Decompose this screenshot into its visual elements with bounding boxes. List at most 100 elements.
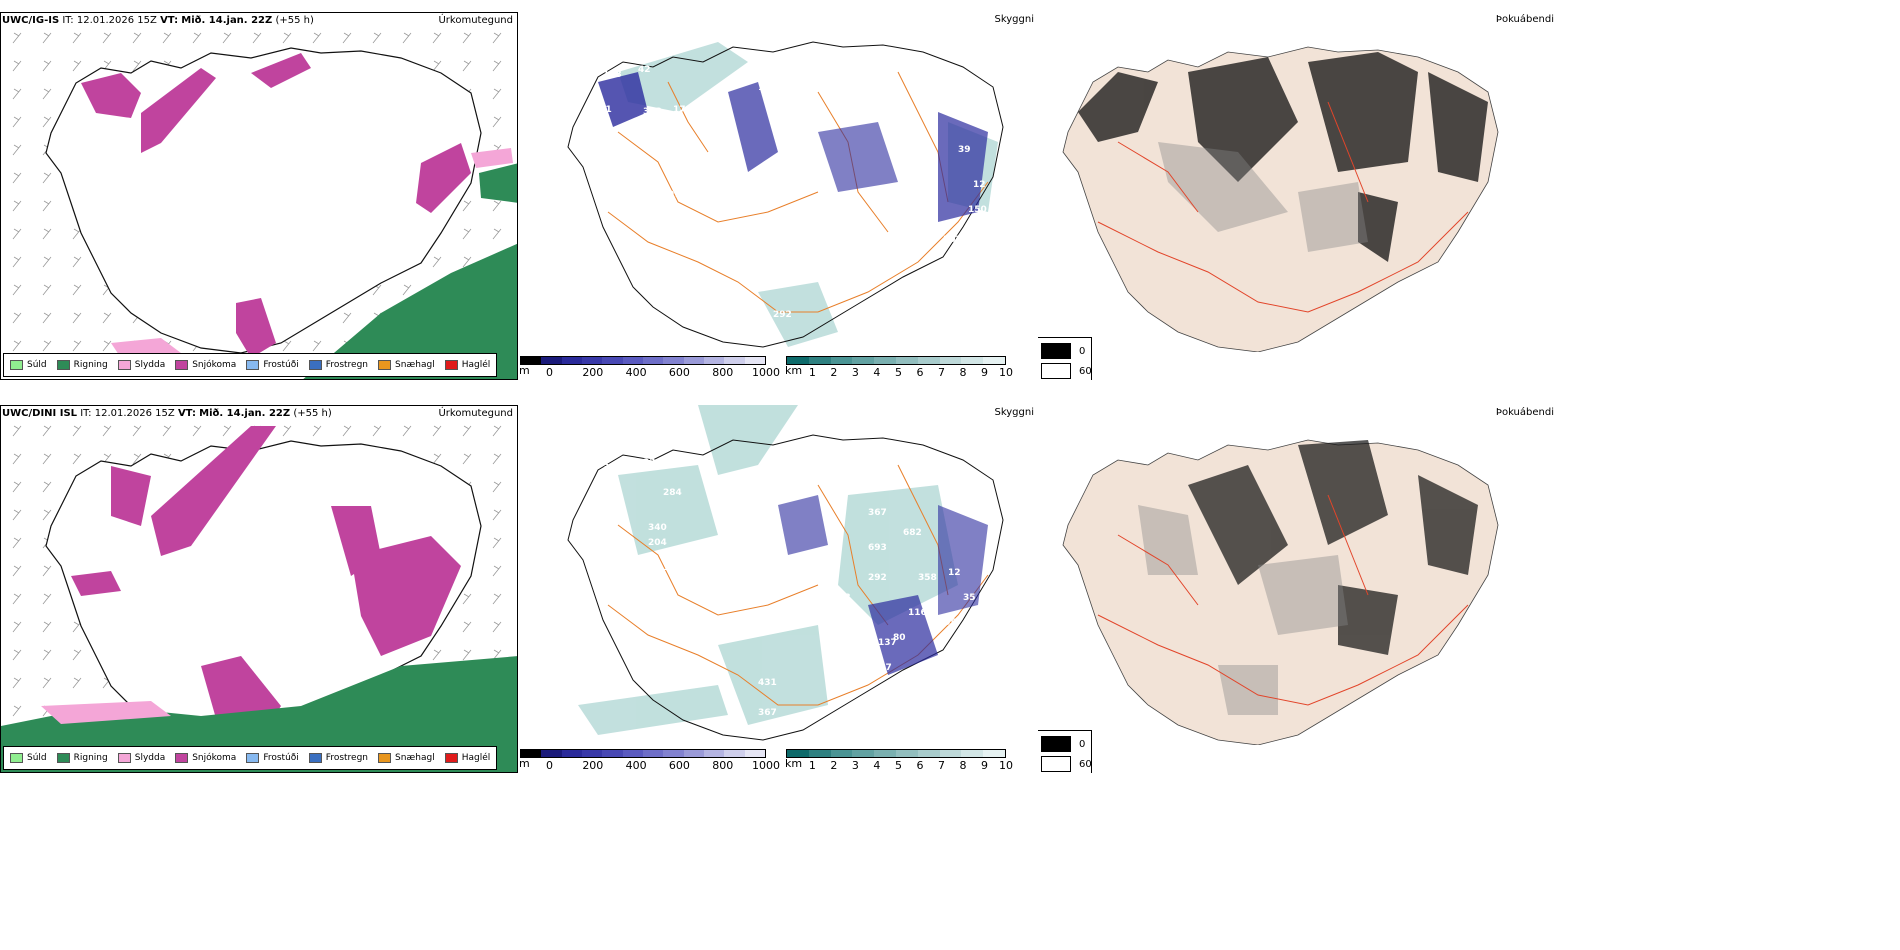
wind-barb [372,32,382,44]
wind-barb [12,116,22,128]
wind-barb [72,649,82,661]
colorbar-tick: 1000 [752,366,780,379]
legend-label: Frostúði [263,360,299,370]
wind-barb [402,425,412,437]
wind-barb [102,340,112,352]
legend-label: Súld [27,360,47,370]
visibility-map-row2: 319 23 284 358 340 204 15 79 10 367 693 682 292 358 12… [567,405,1004,741]
fog-legend-swatch [1041,363,1071,379]
legend-swatch [56,753,70,763]
legend-entry: Frostregn [308,753,368,763]
colorbar-tick: 8 [959,366,967,379]
colorbar-cell [961,357,984,364]
visibility-value-label: 193 [713,105,732,115]
wind-barb [42,88,52,100]
colorbar-cell [917,750,940,757]
panel-title: Úrkomutegund [438,15,513,26]
visibility-value-label: 80 [893,633,906,643]
wind-barb [492,509,502,521]
visibility-value-label: 682 [903,528,922,538]
visibility-haze [578,405,958,735]
wind-barb [72,312,82,324]
wind-barb [282,340,292,352]
iceland-coastline [567,434,1004,741]
road-network [607,71,989,313]
colorbar-cell [744,750,765,757]
colorbar-cell [939,750,962,757]
colorbar-tick: 2 [830,759,838,772]
wind-barb [492,116,502,128]
visibility-value-label: 12 [948,568,961,578]
rain-areas [1,656,517,772]
legend-label: Súld [27,753,47,763]
wind-barb [72,256,82,268]
wind-barb [492,60,502,72]
visibility-panel-row2: 319 23 284 358 340 204 15 79 10 367 693 682 292 358 12… [518,405,1038,773]
visibility-value-label: 358 [918,573,937,583]
visibility-value-label: 133 [628,165,647,175]
colorbar-cell [642,750,664,757]
fog-legend-swatch [1041,343,1071,359]
visibility-value-label: 18 [838,593,851,603]
wind-barb [12,677,22,689]
colorbar-tick: 4 [873,366,881,379]
fog-panel-row2: Þokuábendi 0 60 [1038,405,1558,773]
fog-legend-label: 60 [1079,758,1092,770]
wind-barb [12,340,22,352]
wind-barb [492,88,502,100]
legend-swatch [444,753,458,763]
colorbar-cell [983,357,1005,364]
visibility-value-label: 150 [968,205,987,215]
wind-barb [42,649,52,661]
colorbar-cell [787,357,809,364]
colorbar-cell [961,750,984,757]
wind-barb [432,256,442,268]
colorbar-cell [895,750,918,757]
wind-barb [492,565,502,577]
road-network [1097,101,1469,313]
visibility-value-label: 12 [973,180,986,190]
legend-entry: Slydda [117,753,165,763]
visibility-value-label: 35 [963,593,976,603]
legend-label: Rigning [73,753,108,763]
wind-barb [42,453,52,465]
wind-barb [12,509,22,521]
colorbar-cell [744,357,765,364]
visibility-value-label: 137 [878,638,897,648]
visibility-value-label: 151 [658,155,677,165]
colorbar-cell [852,750,875,757]
legend-label: Snjókoma [192,360,237,370]
wind-barb [192,32,202,44]
fog-legend-entry: 60 [1041,363,1092,379]
wind-barb [42,32,52,44]
wind-barb [492,32,502,44]
wind-barb [282,425,292,437]
legend-swatch [444,360,458,370]
visibility-labels: 319 23 284 358 340 204 15 79 10 367 693 682 292 358 12… [568,458,976,718]
wind-barb [12,705,22,717]
wind-barb [42,425,52,437]
legend-entry: Frostregn [308,360,368,370]
wind-barb [12,312,22,324]
colorbar-tick: 9 [980,759,988,772]
wind-barb [492,621,502,633]
wind-barb [432,32,442,44]
visibility-value-label: 319 [603,463,622,473]
colorbar-cell [581,357,603,364]
wind-barb [12,425,22,437]
legend-label: Haglél [461,360,491,370]
iceland-land [1062,439,1499,745]
wind-barb [312,425,322,437]
visibility-value-label: 343 [643,107,662,117]
fog-index-dark [1188,440,1478,655]
colorbar-tick: 600 [668,366,690,379]
legend-label: Frostúði [263,753,299,763]
visibility-value-label: 137 [873,663,892,673]
legend-entry: Snjókoma [175,753,236,763]
colorbar-cell [917,357,940,364]
visibility-value-label: 358 [713,488,732,498]
wind-barb [12,172,22,184]
visibility-value-label: 72 [568,210,581,220]
cloudbase-colorbar: 0 200 400 600 800 1000 m [519,356,780,379]
colorbar-tick: 400 [625,366,647,379]
